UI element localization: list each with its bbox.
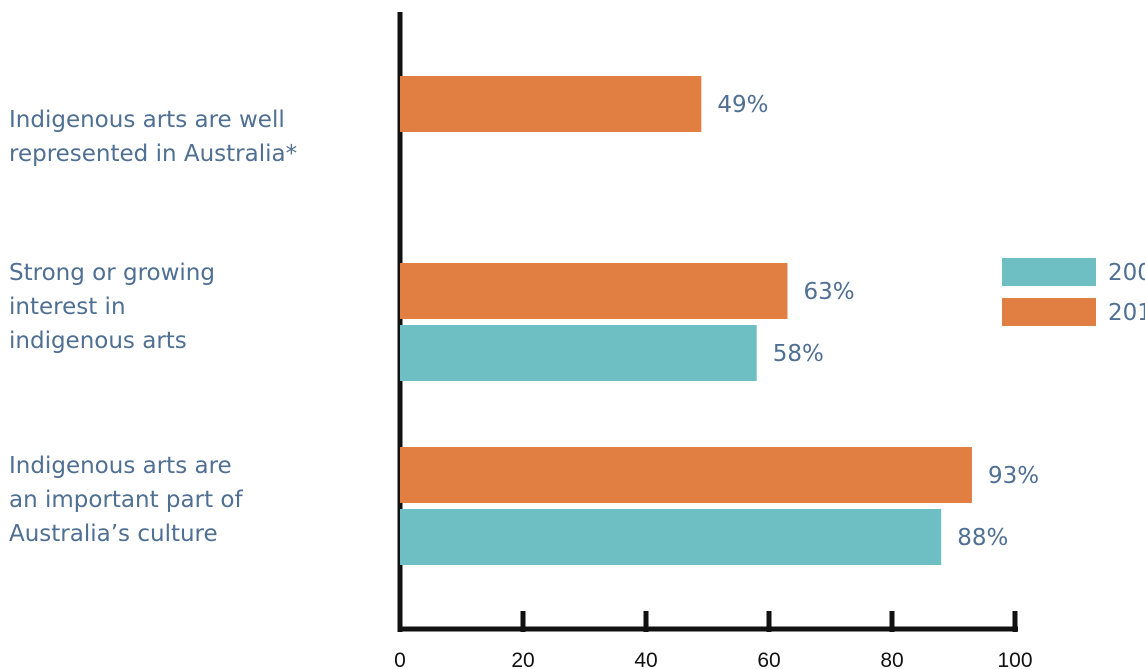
bar-2013 (400, 263, 788, 319)
category-label: represented in Australia* (9, 141, 297, 167)
legend-label: 2013 (1108, 300, 1145, 326)
bar-value-label: 49% (717, 92, 768, 118)
bar-value-label: 88% (957, 525, 1008, 551)
category-label: indigenous arts (9, 328, 187, 354)
category-label: interest in (9, 294, 126, 320)
x-tick-label: 80 (880, 649, 903, 669)
bar-value-label: 93% (988, 463, 1039, 489)
category-label: Indigenous arts are (9, 453, 232, 479)
category-label: Strong or growing (9, 260, 215, 286)
bar-2009 (400, 325, 757, 381)
category-label: Indigenous arts are well (9, 107, 285, 133)
legend-swatch-2009 (1002, 258, 1096, 286)
category-label: an important part of (9, 487, 243, 513)
x-tick-label: 100 (997, 649, 1032, 669)
bar-2013 (400, 447, 972, 503)
x-tick-label: 60 (757, 649, 780, 669)
bar-value-label: 63% (803, 279, 854, 305)
bar-value-label: 58% (773, 341, 824, 367)
x-tick-label: 20 (511, 649, 534, 669)
legend-label: 2009 (1108, 260, 1145, 286)
category-label: Australia’s culture (9, 521, 218, 547)
x-tick-label: 0 (394, 649, 406, 669)
bar-2009 (400, 509, 942, 565)
x-tick-label: 40 (634, 649, 657, 669)
bar-2013 (400, 76, 702, 132)
legend-swatch-2013 (1002, 298, 1096, 326)
